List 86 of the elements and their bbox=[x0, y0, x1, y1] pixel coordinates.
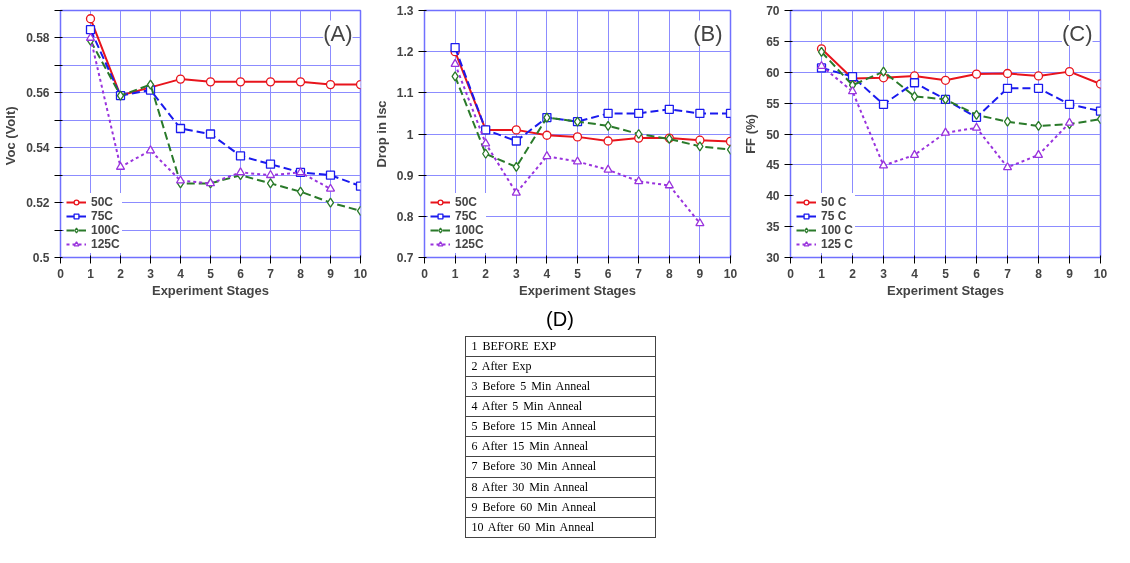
text: 1 BEFORE EXP bbox=[465, 336, 655, 357]
x-tick-label: 6 bbox=[604, 266, 612, 281]
y-tick-label: 1.1 bbox=[396, 86, 414, 101]
y-tick-label: 30 bbox=[766, 251, 780, 265]
x-axis-title: Experiment Stages bbox=[886, 282, 1005, 298]
legend-label: 50C bbox=[455, 195, 478, 209]
x-tick-label: 8 bbox=[1035, 266, 1043, 281]
x-tick-label: 4 bbox=[543, 266, 551, 281]
y-tick-label: 0.7 bbox=[396, 251, 414, 265]
x-tick-label: 7 bbox=[267, 266, 275, 281]
y-tick-label: 70 bbox=[766, 4, 780, 18]
y-tick-label: 0.52 bbox=[26, 196, 50, 211]
legend-label: 100C bbox=[455, 223, 484, 237]
y-tick-label: 40 bbox=[766, 189, 780, 204]
x-tick-label: 8 bbox=[297, 266, 305, 281]
x-tick-label: 4 bbox=[177, 266, 185, 281]
x-tick-label: 3 bbox=[147, 266, 155, 281]
text: 10 After 60 Min Anneal bbox=[465, 517, 655, 538]
text: 9 Before 60 Min Anneal bbox=[465, 497, 655, 518]
y-axis-title: Drop in Isc bbox=[373, 100, 389, 168]
x-tick-label: 6 bbox=[973, 266, 981, 281]
x-tick-label: 10 bbox=[723, 266, 738, 281]
x-tick-label: 9 bbox=[696, 266, 704, 281]
x-tick-label: 10 bbox=[1093, 266, 1108, 281]
x-tick-label: 5 bbox=[574, 266, 582, 281]
y-tick-label: 65 bbox=[766, 34, 780, 49]
legend-label: 50 C bbox=[821, 195, 847, 209]
x-tick-label: 5 bbox=[942, 266, 950, 281]
legend-label: 75C bbox=[455, 209, 478, 223]
legend-label: 100C bbox=[91, 223, 120, 237]
annotation: (C) bbox=[1061, 20, 1093, 46]
text: 2 After Exp bbox=[465, 356, 655, 377]
text: 8 After 30 Min Anneal bbox=[465, 477, 655, 498]
legend-label: 75 C bbox=[821, 209, 847, 223]
legend-label: 125C bbox=[91, 237, 120, 251]
text: (D) bbox=[546, 307, 574, 332]
x-tick-label: 2 bbox=[849, 266, 857, 281]
y-tick-label: 1.3 bbox=[396, 4, 414, 18]
x-tick-label: 10 bbox=[353, 266, 368, 281]
legend-label: 125 C bbox=[821, 237, 854, 251]
x-tick-label: 3 bbox=[512, 266, 520, 281]
x-tick-label: 1 bbox=[818, 266, 826, 281]
x-tick-label: 9 bbox=[327, 266, 335, 281]
y-tick-label: 1.2 bbox=[396, 45, 414, 60]
y-tick-label: 0.9 bbox=[396, 168, 414, 183]
y-tick-label: 50 bbox=[766, 127, 780, 142]
x-axis-title: Experiment Stages bbox=[151, 282, 270, 298]
y-tick-label: 55 bbox=[766, 96, 780, 111]
text: 6 After 15 Min Anneal bbox=[465, 436, 655, 457]
x-tick-label: 2 bbox=[117, 266, 125, 281]
x-tick-label: 8 bbox=[665, 266, 673, 281]
x-tick-label: 0 bbox=[787, 266, 795, 281]
y-tick-label: 0.8 bbox=[396, 209, 414, 224]
legend-label: 125C bbox=[455, 237, 484, 251]
x-tick-label: 5 bbox=[207, 266, 215, 281]
x-tick-label: 7 bbox=[1004, 266, 1012, 281]
x-tick-label: 1 bbox=[451, 266, 459, 281]
x-tick-label: 0 bbox=[57, 266, 65, 281]
y-tick-label: 0.58 bbox=[26, 31, 50, 46]
y-tick-label: 60 bbox=[766, 65, 780, 80]
y-tick-label: 35 bbox=[766, 220, 780, 235]
y-tick-label: 0.54 bbox=[26, 141, 50, 156]
x-tick-label: 9 bbox=[1066, 266, 1074, 281]
annotation: (B) bbox=[693, 20, 723, 46]
y-axis-title: Voc (Volt) bbox=[3, 106, 19, 166]
y-axis-title: FF (%) bbox=[743, 114, 759, 154]
x-tick-label: 0 bbox=[421, 266, 429, 281]
x-tick-label: 1 bbox=[87, 266, 95, 281]
y-tick-label: 0.56 bbox=[26, 86, 50, 101]
x-tick-label: 7 bbox=[635, 266, 643, 281]
x-tick-label: 2 bbox=[482, 266, 490, 281]
x-axis-title: Experiment Stages bbox=[518, 282, 637, 298]
x-tick-label: 6 bbox=[237, 266, 245, 281]
legend-label: 75C bbox=[91, 209, 114, 223]
legend-label: 100 C bbox=[821, 223, 854, 237]
x-tick-label: 4 bbox=[911, 266, 919, 281]
text: 4 After 5 Min Anneal bbox=[465, 396, 655, 417]
y-tick-label: 1 bbox=[406, 127, 414, 142]
text: 3 Before 5 Min Anneal bbox=[465, 376, 655, 397]
x-tick-label: 3 bbox=[880, 266, 888, 281]
y-tick-label: 0.5 bbox=[32, 251, 50, 265]
annotation: (A) bbox=[323, 20, 353, 46]
y-tick-label: 45 bbox=[766, 158, 780, 173]
text: 5 Before 15 Min Anneal bbox=[465, 416, 655, 437]
legend-label: 50C bbox=[91, 195, 114, 209]
text: 7 Before 30 Min Anneal bbox=[465, 456, 655, 478]
